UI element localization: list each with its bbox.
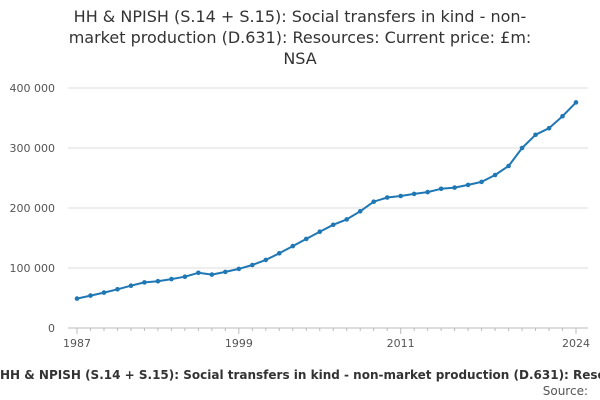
chart-title: HH & NPISH (S.14 + S.15): Social transfe… [68,7,532,68]
data-point [263,257,269,263]
data-point [560,113,565,119]
data-point [128,283,134,289]
y-tick-label: 200 000 [10,202,56,215]
x-tick-label: 2011 [387,337,415,350]
data-point [546,125,552,131]
data-point [290,243,296,249]
data-point [303,236,309,242]
data-point [330,222,336,228]
data-point [519,145,525,151]
data-point [155,278,161,284]
data-point [425,189,430,195]
data-point [371,199,377,204]
data-point [276,251,282,256]
y-tick-label: 400 000 [10,82,56,95]
data-point [182,274,188,280]
data-point [384,195,390,200]
data-point [88,293,93,298]
data-point [74,296,80,301]
y-tick-label: 100 000 [10,262,56,275]
x-tick-label: 2024 [562,337,590,350]
source-label: Source: [542,384,588,398]
data-point [236,266,242,272]
data-point [101,290,107,295]
data-point [115,287,120,292]
data-point [465,182,471,188]
data-point [169,276,174,282]
y-axis-ticks: 0 100 000 200 000 300 000 400 000 [10,82,56,335]
data-point [209,272,215,277]
data-point [223,269,228,275]
series-line [76,101,577,300]
data-point [411,191,417,197]
data-point [357,209,363,214]
data-point [573,100,579,105]
data-point [438,186,444,192]
data-point [250,262,255,268]
data-point [398,193,403,199]
data-point [479,179,484,185]
data-point [196,270,201,276]
data-point [344,217,350,222]
data-point [533,132,538,138]
x-tick-label: 1999 [225,337,253,350]
gridlines [68,87,588,329]
x-tick-label: 1987 [63,337,91,350]
x-axis: 1987 1999 2011 2024 [63,327,590,350]
series-layer [74,100,579,301]
data-point [142,280,147,285]
y-tick-label: 300 000 [10,142,56,155]
data-point [317,229,323,234]
data-point [492,172,498,178]
data-point [506,163,511,169]
x-axis-label: HH & NPISH (S.14 + S.15): Social transfe… [0,368,600,382]
y-tick-label: 0 [48,322,55,335]
data-point [452,185,457,190]
